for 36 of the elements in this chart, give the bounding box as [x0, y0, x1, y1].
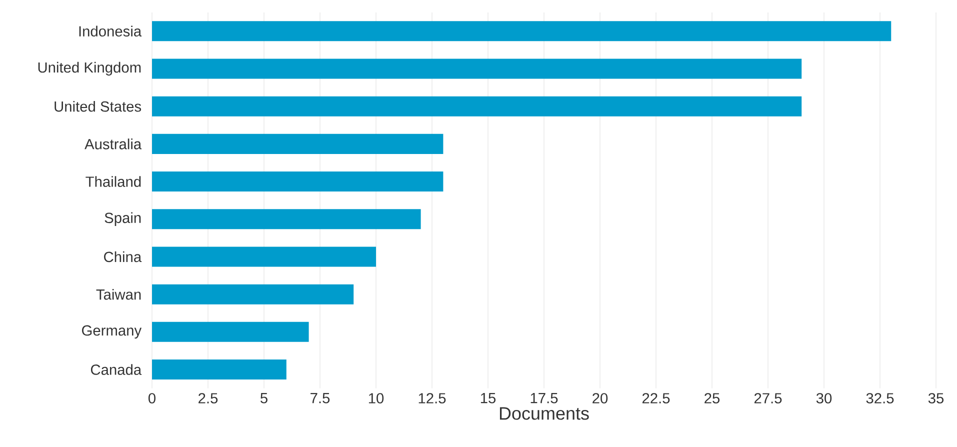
y-tick-label: Germany	[82, 325, 142, 339]
x-tick-label: 35	[928, 393, 944, 404]
x-tick-label: 5	[260, 393, 268, 404]
bar	[152, 58, 802, 79]
bar	[152, 360, 286, 380]
x-tick-label: 0	[148, 393, 156, 404]
x-tick-label: 10	[368, 393, 384, 404]
x-tick-label: 12.5	[418, 393, 446, 404]
x-tick-label: 15	[480, 393, 496, 404]
x-tick-label: 30	[816, 393, 832, 404]
y-tick-label: Thailand	[86, 176, 141, 187]
bar	[152, 209, 421, 230]
y-tick-label: Taiwan	[96, 288, 141, 300]
bar	[152, 246, 376, 267]
y-tick-label: United Kingdom	[38, 62, 141, 76]
y-tick-label: Indonesia	[79, 26, 142, 37]
x-tick-label: 22.5	[642, 393, 670, 404]
y-tick-label: United States	[54, 100, 142, 112]
x-tick-label: 20	[592, 393, 608, 404]
bar	[152, 172, 444, 192]
y-tick-label: Australia	[84, 138, 142, 150]
x-tick-label: 27.5	[754, 393, 782, 404]
x-tick-label: 25	[704, 393, 720, 404]
bar	[152, 134, 444, 154]
y-tick-label: China	[104, 251, 142, 262]
x-tick-label: 17.5	[530, 393, 558, 404]
x-tick-label: 7.5	[310, 393, 330, 404]
bar	[152, 322, 309, 342]
y-tick-label: Canada	[90, 364, 142, 375]
x-axis-title: Documents	[500, 407, 589, 420]
x-tick-label: 32.5	[866, 393, 894, 404]
x-tick-label: 2.5	[198, 393, 218, 404]
bar	[152, 96, 802, 116]
y-tick-label: Spain	[104, 212, 141, 226]
bar	[152, 21, 892, 42]
bar	[152, 284, 354, 304]
